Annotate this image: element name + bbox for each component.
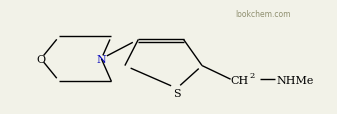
Text: O: O [36,54,45,64]
Text: S: S [173,88,181,98]
Text: lookchem.com: lookchem.com [236,10,291,19]
Text: N: N [96,54,106,64]
Text: CH: CH [231,75,249,85]
Text: 2: 2 [249,71,254,79]
Text: NHMe: NHMe [277,75,314,85]
